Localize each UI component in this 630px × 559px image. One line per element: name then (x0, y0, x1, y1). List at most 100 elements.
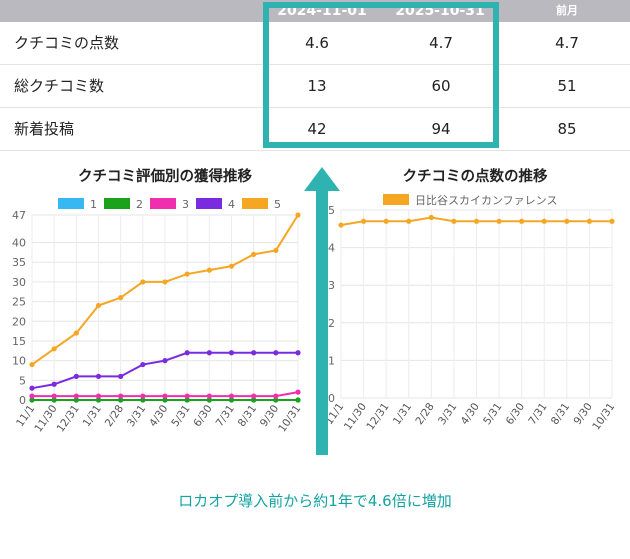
legend-swatch (58, 198, 84, 209)
legend-swatch (196, 198, 222, 209)
data-point (95, 302, 102, 309)
data-point (295, 397, 301, 403)
row-value: 4.7 (429, 34, 453, 52)
data-point (140, 393, 146, 399)
data-point (586, 218, 593, 224)
y-tick-label: 25 (12, 296, 26, 309)
data-point (140, 397, 146, 403)
data-point (564, 218, 570, 224)
data-point (118, 397, 124, 403)
data-point (29, 393, 35, 399)
data-point (73, 373, 79, 379)
data-point (206, 350, 212, 356)
row-value: 94 (431, 120, 451, 138)
y-tick-label: 4 (328, 242, 335, 255)
x-tick-label: 6/30 (504, 401, 527, 427)
x-tick-label: 12/31 (364, 401, 391, 433)
data-point (51, 381, 57, 387)
data-point (273, 350, 279, 356)
x-tick-label: 7/31 (214, 403, 237, 429)
x-tick-label: 3/31 (125, 403, 148, 429)
data-point (406, 218, 412, 224)
x-tick-label: 12/31 (55, 403, 82, 435)
data-point (51, 397, 57, 403)
legend-swatch (150, 198, 176, 209)
data-point (73, 393, 79, 399)
header-prev-month: 前月 (556, 4, 578, 17)
legend-label: 4 (228, 198, 235, 211)
y-tick-label: 3 (328, 279, 335, 292)
caption-text: ロカオプ導入前から約1年で4.6倍に増加 (178, 492, 452, 510)
x-tick-label: 4/30 (147, 403, 170, 429)
data-point (360, 218, 367, 224)
data-point (451, 218, 457, 224)
x-tick-label: 8/31 (549, 401, 572, 427)
data-point (228, 263, 235, 269)
y-tick-label: 2 (328, 317, 335, 330)
data-point (184, 397, 190, 403)
x-tick-label: 8/31 (236, 403, 259, 429)
data-point (251, 393, 257, 399)
data-point (273, 397, 279, 403)
row-label: クチコミの点数 (14, 34, 120, 52)
data-point (206, 393, 212, 399)
x-tick-label: 2/28 (413, 401, 436, 427)
data-point (609, 218, 615, 224)
x-tick-label: 2/28 (103, 403, 126, 429)
data-point (162, 358, 168, 364)
data-point (73, 397, 79, 403)
table-row: クチコミの点数 4.6 4.7 4.7 (0, 22, 630, 65)
data-point (118, 295, 124, 301)
data-point (273, 393, 279, 399)
data-point (519, 218, 525, 224)
legend-label: 3 (182, 198, 189, 211)
data-point (184, 350, 190, 356)
data-point (51, 393, 57, 399)
x-tick-label: 11/30 (342, 401, 369, 433)
y-tick-label: 47 (12, 209, 26, 222)
y-tick-label: 40 (12, 237, 26, 250)
legend-label: 5 (274, 198, 281, 211)
x-tick-label: 1/31 (391, 401, 414, 427)
x-tick-label: 10/31 (590, 401, 617, 433)
legend-label: 日比谷スカイカンファレンス (415, 194, 557, 207)
x-tick-label: 6/30 (191, 403, 214, 429)
data-point (95, 373, 102, 379)
y-tick-label: 35 (12, 256, 26, 269)
data-point (541, 218, 547, 224)
x-tick-label: 7/31 (526, 401, 549, 427)
data-point (428, 214, 434, 221)
x-tick-label: 4/30 (459, 401, 482, 427)
data-point (295, 212, 301, 218)
data-point (51, 346, 57, 352)
x-tick-label: 3/31 (436, 401, 459, 427)
row-value: 60 (431, 77, 451, 95)
data-point (473, 218, 480, 224)
row-label: 総クチコミ数 (14, 77, 105, 95)
data-point (162, 279, 168, 285)
data-point (206, 397, 212, 403)
row-value: 4.7 (555, 34, 579, 52)
data-point (251, 251, 257, 257)
legend-label: 1 (90, 198, 97, 211)
data-point (162, 397, 168, 403)
up-arrow-icon (304, 167, 340, 455)
legend-swatch (242, 198, 268, 209)
legend-swatch (104, 198, 130, 209)
data-point (273, 247, 279, 254)
data-point (251, 350, 257, 356)
data-point (228, 397, 235, 403)
data-point (140, 361, 146, 368)
chart-title-ratings: クチコミ評価別の獲得推移 (78, 169, 252, 185)
row-value: 4.6 (305, 34, 329, 52)
row-label: 新着投稿 (14, 120, 75, 138)
data-point (228, 393, 235, 399)
y-tick-label: 10 (12, 355, 26, 368)
data-point (496, 218, 502, 224)
y-tick-label: 0 (19, 394, 26, 407)
data-point (184, 271, 190, 277)
data-point (118, 393, 124, 399)
x-tick-label: 5/31 (481, 401, 504, 427)
data-point (184, 393, 190, 399)
legend-swatch (383, 194, 409, 205)
